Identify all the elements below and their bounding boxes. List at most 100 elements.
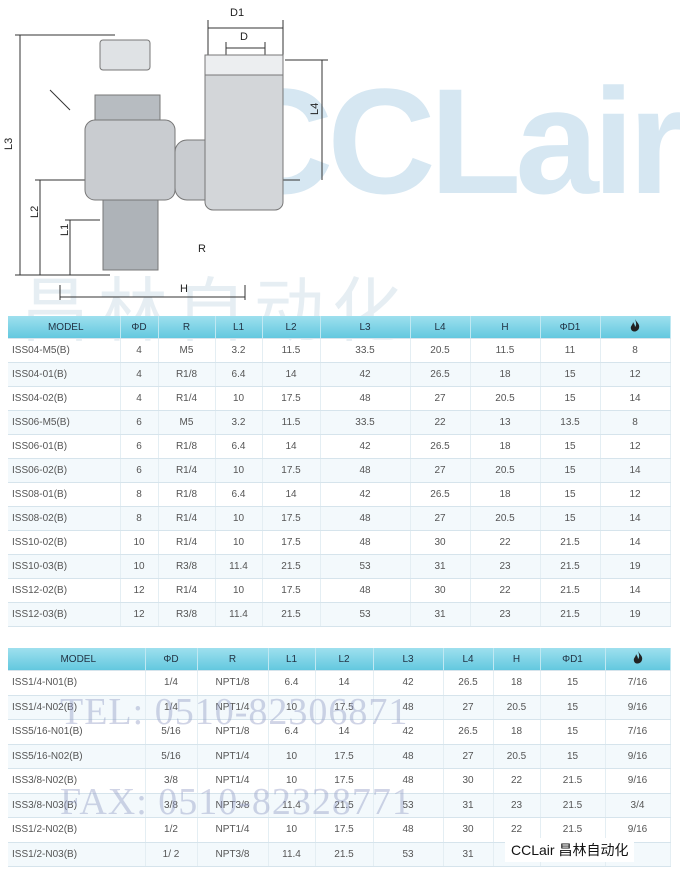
- cell: 5/16: [145, 744, 198, 769]
- cell: 11.5: [470, 338, 541, 363]
- cell: R1/4: [158, 506, 216, 531]
- cell: 53: [320, 602, 411, 627]
- cell: 11.5: [262, 410, 321, 435]
- header-cell: L2: [262, 316, 321, 339]
- cell: 17.5: [262, 530, 321, 555]
- cell: 8: [120, 506, 159, 531]
- cell: 30: [443, 817, 494, 843]
- data-row: ISS5/16-N02(B) 5/16 NPT1/4 10 17.5 48 27 20.5 15…: [8, 744, 671, 769]
- dim-label: L1: [59, 224, 71, 236]
- cell: 22: [410, 410, 471, 435]
- cell: 17.5: [262, 506, 321, 531]
- cell: NPT3/8: [197, 793, 269, 818]
- cell: 8: [120, 482, 159, 507]
- cell: 42: [320, 362, 411, 387]
- cell: 33.5: [320, 410, 411, 435]
- cell: 11.4: [268, 842, 316, 867]
- cell: NPT3/8: [197, 842, 269, 867]
- cell: 15: [540, 719, 606, 745]
- data-row: ISS06-01(B) 6 R1/8 6.4 14 42 26.5 18 15 12: [8, 434, 671, 459]
- cell: 21.5: [540, 578, 601, 603]
- cell: 26.5: [443, 719, 494, 745]
- data-row: ISS04-02(B) 4 R1/4 10 17.5 48 27 20.5 15 14: [8, 386, 671, 411]
- cell: 13.5: [540, 410, 601, 435]
- dim-label: L4: [309, 103, 321, 115]
- cell: ISS10-03(B): [8, 554, 121, 579]
- cell: 26.5: [410, 434, 471, 459]
- cell: 20.5: [470, 458, 541, 483]
- cell: ISS06-01(B): [8, 434, 121, 459]
- cell: 27: [410, 458, 471, 483]
- cell: 12: [120, 578, 159, 603]
- cell: 15: [540, 744, 606, 769]
- cell: 17.5: [315, 695, 374, 720]
- cell: 21.5: [262, 602, 321, 627]
- cell: 14: [600, 386, 671, 411]
- cell: 12: [600, 362, 671, 387]
- header-cell: H: [493, 648, 541, 671]
- cell: 12: [120, 602, 159, 627]
- cell: R1/4: [158, 578, 216, 603]
- cell: ISS10-02(B): [8, 530, 121, 555]
- header-cell: ΦD1: [540, 648, 606, 671]
- cell: 9/16: [605, 695, 671, 720]
- cell: 42: [320, 482, 411, 507]
- cell: 18: [493, 719, 541, 745]
- dim-label: R: [198, 243, 206, 255]
- cell: NPT1/4: [197, 744, 269, 769]
- cell: 53: [373, 842, 444, 867]
- cell: 4: [120, 386, 159, 411]
- cell: 30: [410, 530, 471, 555]
- cell: ISS04-02(B): [8, 386, 121, 411]
- cell: R1/8: [158, 362, 216, 387]
- cell: 53: [373, 793, 444, 818]
- header-cell: L2: [315, 648, 374, 671]
- cell: 42: [373, 719, 444, 745]
- cell: R3/8: [158, 554, 216, 579]
- header-cell: R: [158, 316, 216, 339]
- cell: 3/8: [145, 768, 198, 794]
- cell: 21.5: [315, 842, 374, 867]
- cell: 7/16: [605, 719, 671, 745]
- cell: 14: [262, 434, 321, 459]
- cell: 11.4: [268, 793, 316, 818]
- cell: 31: [410, 602, 471, 627]
- cell: 6: [120, 434, 159, 459]
- cell: 19: [600, 602, 671, 627]
- cell: ISS1/4-N01(B): [8, 670, 146, 696]
- cell: 10: [268, 768, 316, 794]
- cell: 14: [315, 719, 374, 745]
- data-row: ISS3/8-N03(B) 3/8 NPT3/8 11.4 21.5 53 31 23 21.5…: [8, 793, 671, 818]
- cell: 8: [600, 410, 671, 435]
- header-cell: L3: [373, 648, 444, 671]
- cell: 6: [120, 410, 159, 435]
- cell: 48: [320, 386, 411, 411]
- cell: 6: [120, 458, 159, 483]
- cell: 20.5: [493, 744, 541, 769]
- cell: ISS3/8-N03(B): [8, 793, 146, 818]
- cell: 17.5: [315, 768, 374, 794]
- cell: 31: [443, 793, 494, 818]
- cell: 10: [215, 530, 263, 555]
- cell: 18: [493, 670, 541, 696]
- cell: NPT1/8: [197, 670, 269, 696]
- header-cell: L4: [443, 648, 494, 671]
- header-cell: L4: [410, 316, 471, 339]
- data-row: ISS12-03(B) 12 R3/8 11.4 21.5 53 31 23 21.5 19: [8, 602, 671, 627]
- cell: 48: [320, 506, 411, 531]
- cell: 10: [215, 458, 263, 483]
- cell: 15: [540, 362, 601, 387]
- cell: R1/4: [158, 458, 216, 483]
- cell: ISS04-01(B): [8, 362, 121, 387]
- data-row: ISS06-M5(B) 6 M5 3.2 11.5 33.5 22 13 13.5 8: [8, 410, 671, 435]
- cell: 20.5: [470, 506, 541, 531]
- drawing: D1 D L3 L4 L2 L1 R H: [3, 7, 328, 300]
- cell: NPT1/4: [197, 817, 269, 843]
- cell: 31: [410, 554, 471, 579]
- torque-icon: [633, 650, 642, 664]
- cell: 22: [493, 768, 541, 794]
- header-cell: ΦD: [120, 316, 159, 339]
- cell: 48: [373, 744, 444, 769]
- dim-label: D: [240, 31, 248, 43]
- cell: 5/16: [145, 719, 198, 745]
